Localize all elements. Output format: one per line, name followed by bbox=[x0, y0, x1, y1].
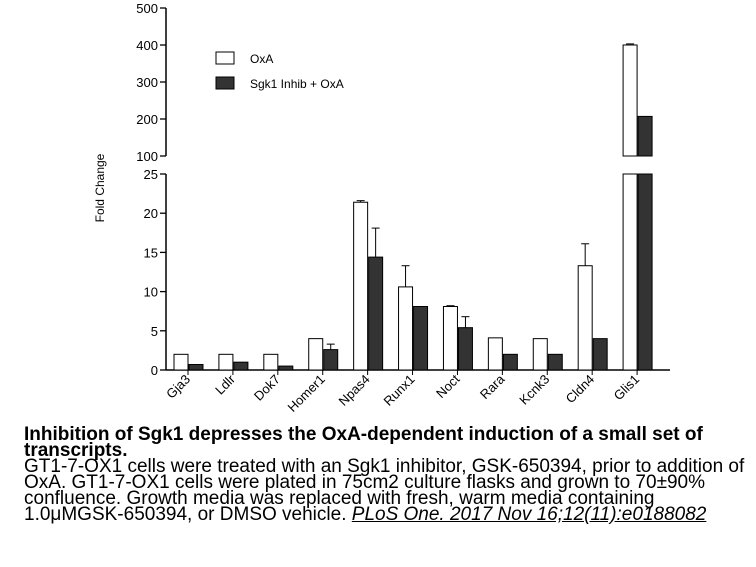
y-tick-label: 20 bbox=[144, 206, 158, 221]
bar-sgk1-inhib-oxa bbox=[592, 338, 608, 371]
x-tick-label: Cldn4 bbox=[563, 372, 598, 407]
bar-oxa bbox=[398, 286, 414, 371]
bar-break-gap bbox=[620, 157, 665, 173]
bar-sgk1-inhib-oxa bbox=[637, 173, 653, 371]
x-tick-label: Npas4 bbox=[336, 372, 373, 409]
legend-label-oxa: OxA bbox=[250, 52, 273, 66]
y-tick-label: 200 bbox=[136, 112, 158, 127]
legend-label-sgk1: Sgk1 Inhib + OxA bbox=[250, 77, 344, 91]
bar-sgk1-inhib-oxa bbox=[188, 364, 204, 371]
caption-title: Inhibition of Sgk1 depresses the OxA-dep… bbox=[24, 424, 703, 461]
x-tick-label: Dok7 bbox=[251, 372, 283, 404]
x-tick-label: Noct bbox=[433, 371, 463, 401]
bar-oxa-upper bbox=[622, 44, 638, 157]
y-tick-label: 15 bbox=[144, 245, 158, 260]
x-tick-label: Rara bbox=[477, 371, 508, 402]
bar-sgk1-inhib-oxa bbox=[368, 256, 384, 371]
bar-chart: 0 5 10 15 20 25 100 200 300 400 500 Gja3 Ldlr Dok7 Hom… bbox=[93, 1, 670, 415]
y-tick-label: 25 bbox=[144, 167, 158, 182]
bar-oxa bbox=[622, 173, 638, 371]
y-tick-label: 10 bbox=[144, 285, 158, 300]
legend-swatch-oxa bbox=[215, 51, 235, 65]
axis-break-gap bbox=[158, 157, 174, 173]
x-tick-label: Glis1 bbox=[611, 372, 643, 404]
caption-text: GT1-7-OX1 cells were treated with an Sgk… bbox=[24, 456, 745, 525]
x-tick-label: Homer1 bbox=[285, 372, 328, 415]
bar-sgk1-inhib-oxa-upper bbox=[637, 115, 653, 157]
x-tick-label: Gja3 bbox=[163, 372, 193, 402]
figure-caption: Inhibition of Sgk1 depresses the OxA-dep… bbox=[24, 424, 752, 525]
bar-oxa bbox=[442, 305, 458, 371]
x-tick-label: Kcnk3 bbox=[516, 372, 552, 408]
caption-body: GT1-7-OX1 cells were treated with an Sgk… bbox=[24, 456, 752, 525]
y-tick-label: 300 bbox=[136, 75, 158, 90]
y-tick-label: 0 bbox=[151, 363, 158, 378]
y-tick-label: 400 bbox=[136, 38, 158, 53]
y-axis-label: Fold Change bbox=[93, 153, 107, 222]
bar-sgk1-inhib-oxa bbox=[278, 365, 294, 371]
bar-oxa bbox=[577, 265, 593, 371]
bar-oxa bbox=[532, 338, 548, 371]
bar-oxa bbox=[263, 353, 279, 371]
bar-sgk1-inhib-oxa bbox=[413, 305, 429, 371]
y-tick-label: 5 bbox=[151, 324, 158, 339]
chart-legend: OxA Sgk1 Inhib + OxA bbox=[215, 51, 344, 91]
bar-oxa bbox=[173, 353, 189, 371]
citation-link[interactable]: PLoS One. 2017 Nov 16;12(11):e0188082 bbox=[351, 504, 707, 525]
x-tick-label: Ldlr bbox=[212, 371, 238, 397]
bar-sgk1-inhib-oxa bbox=[502, 353, 518, 371]
bar-oxa bbox=[308, 338, 324, 371]
bar-oxa bbox=[487, 337, 503, 371]
y-tick-label: 500 bbox=[136, 1, 158, 16]
bar-sgk1-inhib-oxa bbox=[323, 349, 339, 371]
bar-oxa bbox=[353, 201, 369, 371]
y-tick-label: 100 bbox=[136, 149, 158, 164]
chart-bars bbox=[173, 43, 653, 371]
x-tick-label: Runx1 bbox=[380, 372, 417, 409]
bar-sgk1-inhib-oxa bbox=[233, 361, 249, 371]
bar-sgk1-inhib-oxa bbox=[547, 353, 563, 371]
bar-oxa bbox=[218, 353, 234, 371]
bar-sgk1-inhib-oxa bbox=[457, 327, 473, 371]
legend-swatch-sgk1 bbox=[215, 76, 235, 90]
